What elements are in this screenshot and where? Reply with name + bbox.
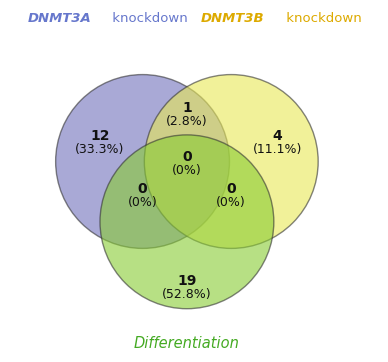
Text: 1: 1 — [182, 101, 192, 114]
Text: (33.3%): (33.3%) — [75, 143, 125, 156]
Text: DNMT3B: DNMT3B — [201, 13, 265, 25]
Circle shape — [144, 75, 318, 248]
Text: 0: 0 — [138, 182, 147, 196]
Circle shape — [55, 75, 229, 248]
Text: (11.1%): (11.1%) — [253, 143, 302, 156]
Circle shape — [100, 135, 274, 309]
Text: 19: 19 — [177, 274, 197, 289]
Text: (0%): (0%) — [172, 164, 202, 177]
Text: (2.8%): (2.8%) — [166, 114, 208, 127]
Text: 4: 4 — [272, 129, 282, 143]
Text: (0%): (0%) — [217, 196, 246, 209]
Text: 12: 12 — [90, 129, 110, 143]
Text: (52.8%): (52.8%) — [162, 289, 212, 302]
Text: knockdown: knockdown — [282, 13, 362, 25]
Text: 0: 0 — [182, 150, 192, 164]
Text: knockdown: knockdown — [108, 13, 188, 25]
Text: 0: 0 — [227, 182, 236, 196]
Text: DNMT3A: DNMT3A — [27, 13, 91, 25]
Text: Differentiation: Differentiation — [134, 336, 240, 351]
Text: (0%): (0%) — [128, 196, 158, 209]
